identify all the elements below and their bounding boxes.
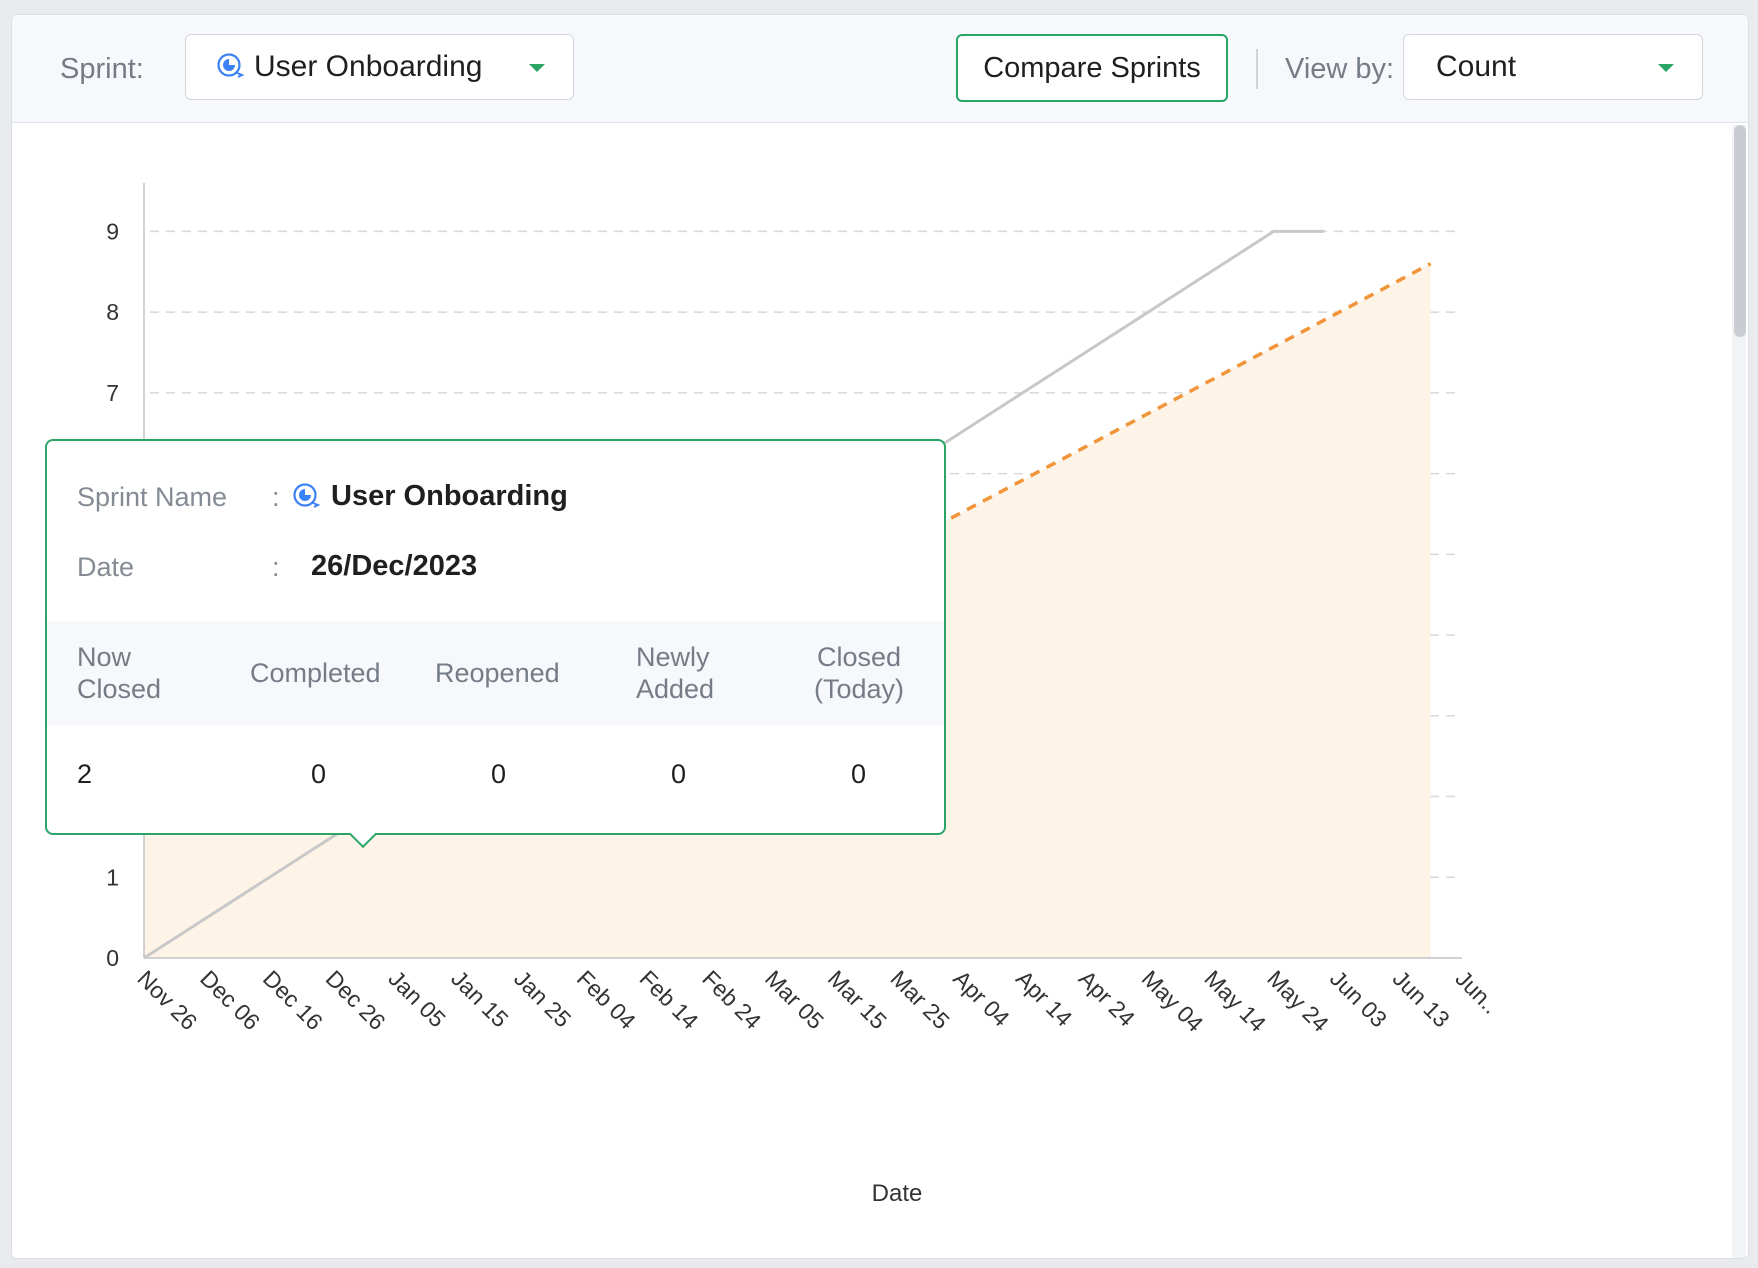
value-completed: 0 <box>311 759 327 789</box>
column-now-closed: Now Closed <box>77 641 161 705</box>
column-reopened: Reopened <box>435 658 560 688</box>
column-completed: Completed <box>250 658 381 688</box>
column-newly-added-line2: Added <box>636 674 715 704</box>
x-tick-label: Mar 15 <box>823 965 892 1034</box>
toolbar: Sprint: User Onboarding Compare Sprints … <box>12 15 1748 123</box>
x-tick-label: Dec 06 <box>195 965 265 1035</box>
y-tick-label: 9 <box>106 218 119 244</box>
column-newly-added-line1: Newly <box>636 642 710 672</box>
y-tick-label: 7 <box>106 380 119 406</box>
tooltip-colon: : <box>272 552 280 582</box>
scrollbar-thumb[interactable] <box>1734 125 1746 337</box>
x-tick-label: Apr 14 <box>1011 965 1077 1031</box>
x-tick-label: May 04 <box>1137 965 1209 1037</box>
x-tick-label: May 24 <box>1262 965 1334 1037</box>
x-tick-label: Jan 15 <box>446 965 513 1032</box>
x-tick-label: Dec 16 <box>258 965 328 1035</box>
view-by-select-value: Count <box>1436 50 1517 83</box>
x-tick-label: Feb 24 <box>697 965 766 1034</box>
x-tick-label: Feb 04 <box>572 965 641 1034</box>
x-tick-label: Dec 26 <box>321 965 391 1035</box>
tooltip-date: 26/Dec/2023 <box>311 550 478 582</box>
compare-sprints-button[interactable]: Compare Sprints <box>956 34 1228 102</box>
tooltip-sprint-name: User Onboarding <box>331 480 568 512</box>
sprint-select-value: User Onboarding <box>254 50 483 83</box>
column-closed-today-line2: (Today) <box>814 674 905 704</box>
toolbar-divider <box>1256 49 1258 89</box>
sprint-icon <box>292 481 321 514</box>
column-now-closed-line2: Closed <box>77 674 162 704</box>
value-newly-added: 0 <box>671 759 687 789</box>
x-tick-label: Jun.. <box>1450 965 1504 1019</box>
x-tick-label: Jan 05 <box>384 965 451 1032</box>
scrollbar-track[interactable] <box>1732 125 1746 1258</box>
view-by-label: View by: <box>1285 53 1395 85</box>
y-tick-label: 8 <box>106 299 119 325</box>
y-tick-label: 1 <box>106 864 119 890</box>
sprint-icon <box>216 51 245 84</box>
burnup-chart-panel: Sprint: User Onboarding Compare Sprints … <box>11 14 1749 1259</box>
x-tick-label: Jan 25 <box>509 965 576 1032</box>
x-tick-label: Nov 26 <box>132 965 202 1035</box>
chevron-down-icon <box>1658 64 1674 72</box>
data-tooltip: Sprint Name : User Onboarding Date : 26/… <box>45 439 946 849</box>
x-tick-label: Jun 03 <box>1325 965 1392 1032</box>
x-tick-label: May 14 <box>1199 965 1271 1037</box>
tooltip-colon: : <box>272 482 280 512</box>
x-tick-label: Mar 05 <box>760 965 829 1034</box>
column-now-closed-line1: Now <box>77 642 132 672</box>
x-tick-label: Apr 04 <box>948 965 1014 1031</box>
value-now-closed: 2 <box>77 759 93 789</box>
x-tick-label: Apr 24 <box>1074 965 1140 1031</box>
sprint-label: Sprint: <box>60 53 144 85</box>
column-closed-today: Closed (Today) <box>814 641 904 705</box>
x-tick-label: Feb 14 <box>635 965 704 1034</box>
x-tick-label: Mar 25 <box>886 965 955 1034</box>
tooltip-sprint-name-label: Sprint Name <box>77 482 228 512</box>
tooltip-table-header: Now Closed Completed Reopened Newly Adde… <box>47 621 944 725</box>
y-tick-label: 0 <box>106 945 119 971</box>
sprint-select[interactable]: User Onboarding <box>185 34 574 100</box>
x-axis-title: Date <box>872 1180 923 1207</box>
tooltip-date-label: Date <box>77 552 135 582</box>
view-by-select[interactable]: Count <box>1403 34 1703 100</box>
value-reopened: 0 <box>491 759 507 789</box>
column-newly-added: Newly Added <box>636 641 714 705</box>
value-closed-today: 0 <box>851 759 867 789</box>
chevron-down-icon <box>529 64 545 72</box>
x-tick-label: Jun 13 <box>1388 965 1455 1032</box>
column-closed-today-line1: Closed <box>816 642 902 672</box>
